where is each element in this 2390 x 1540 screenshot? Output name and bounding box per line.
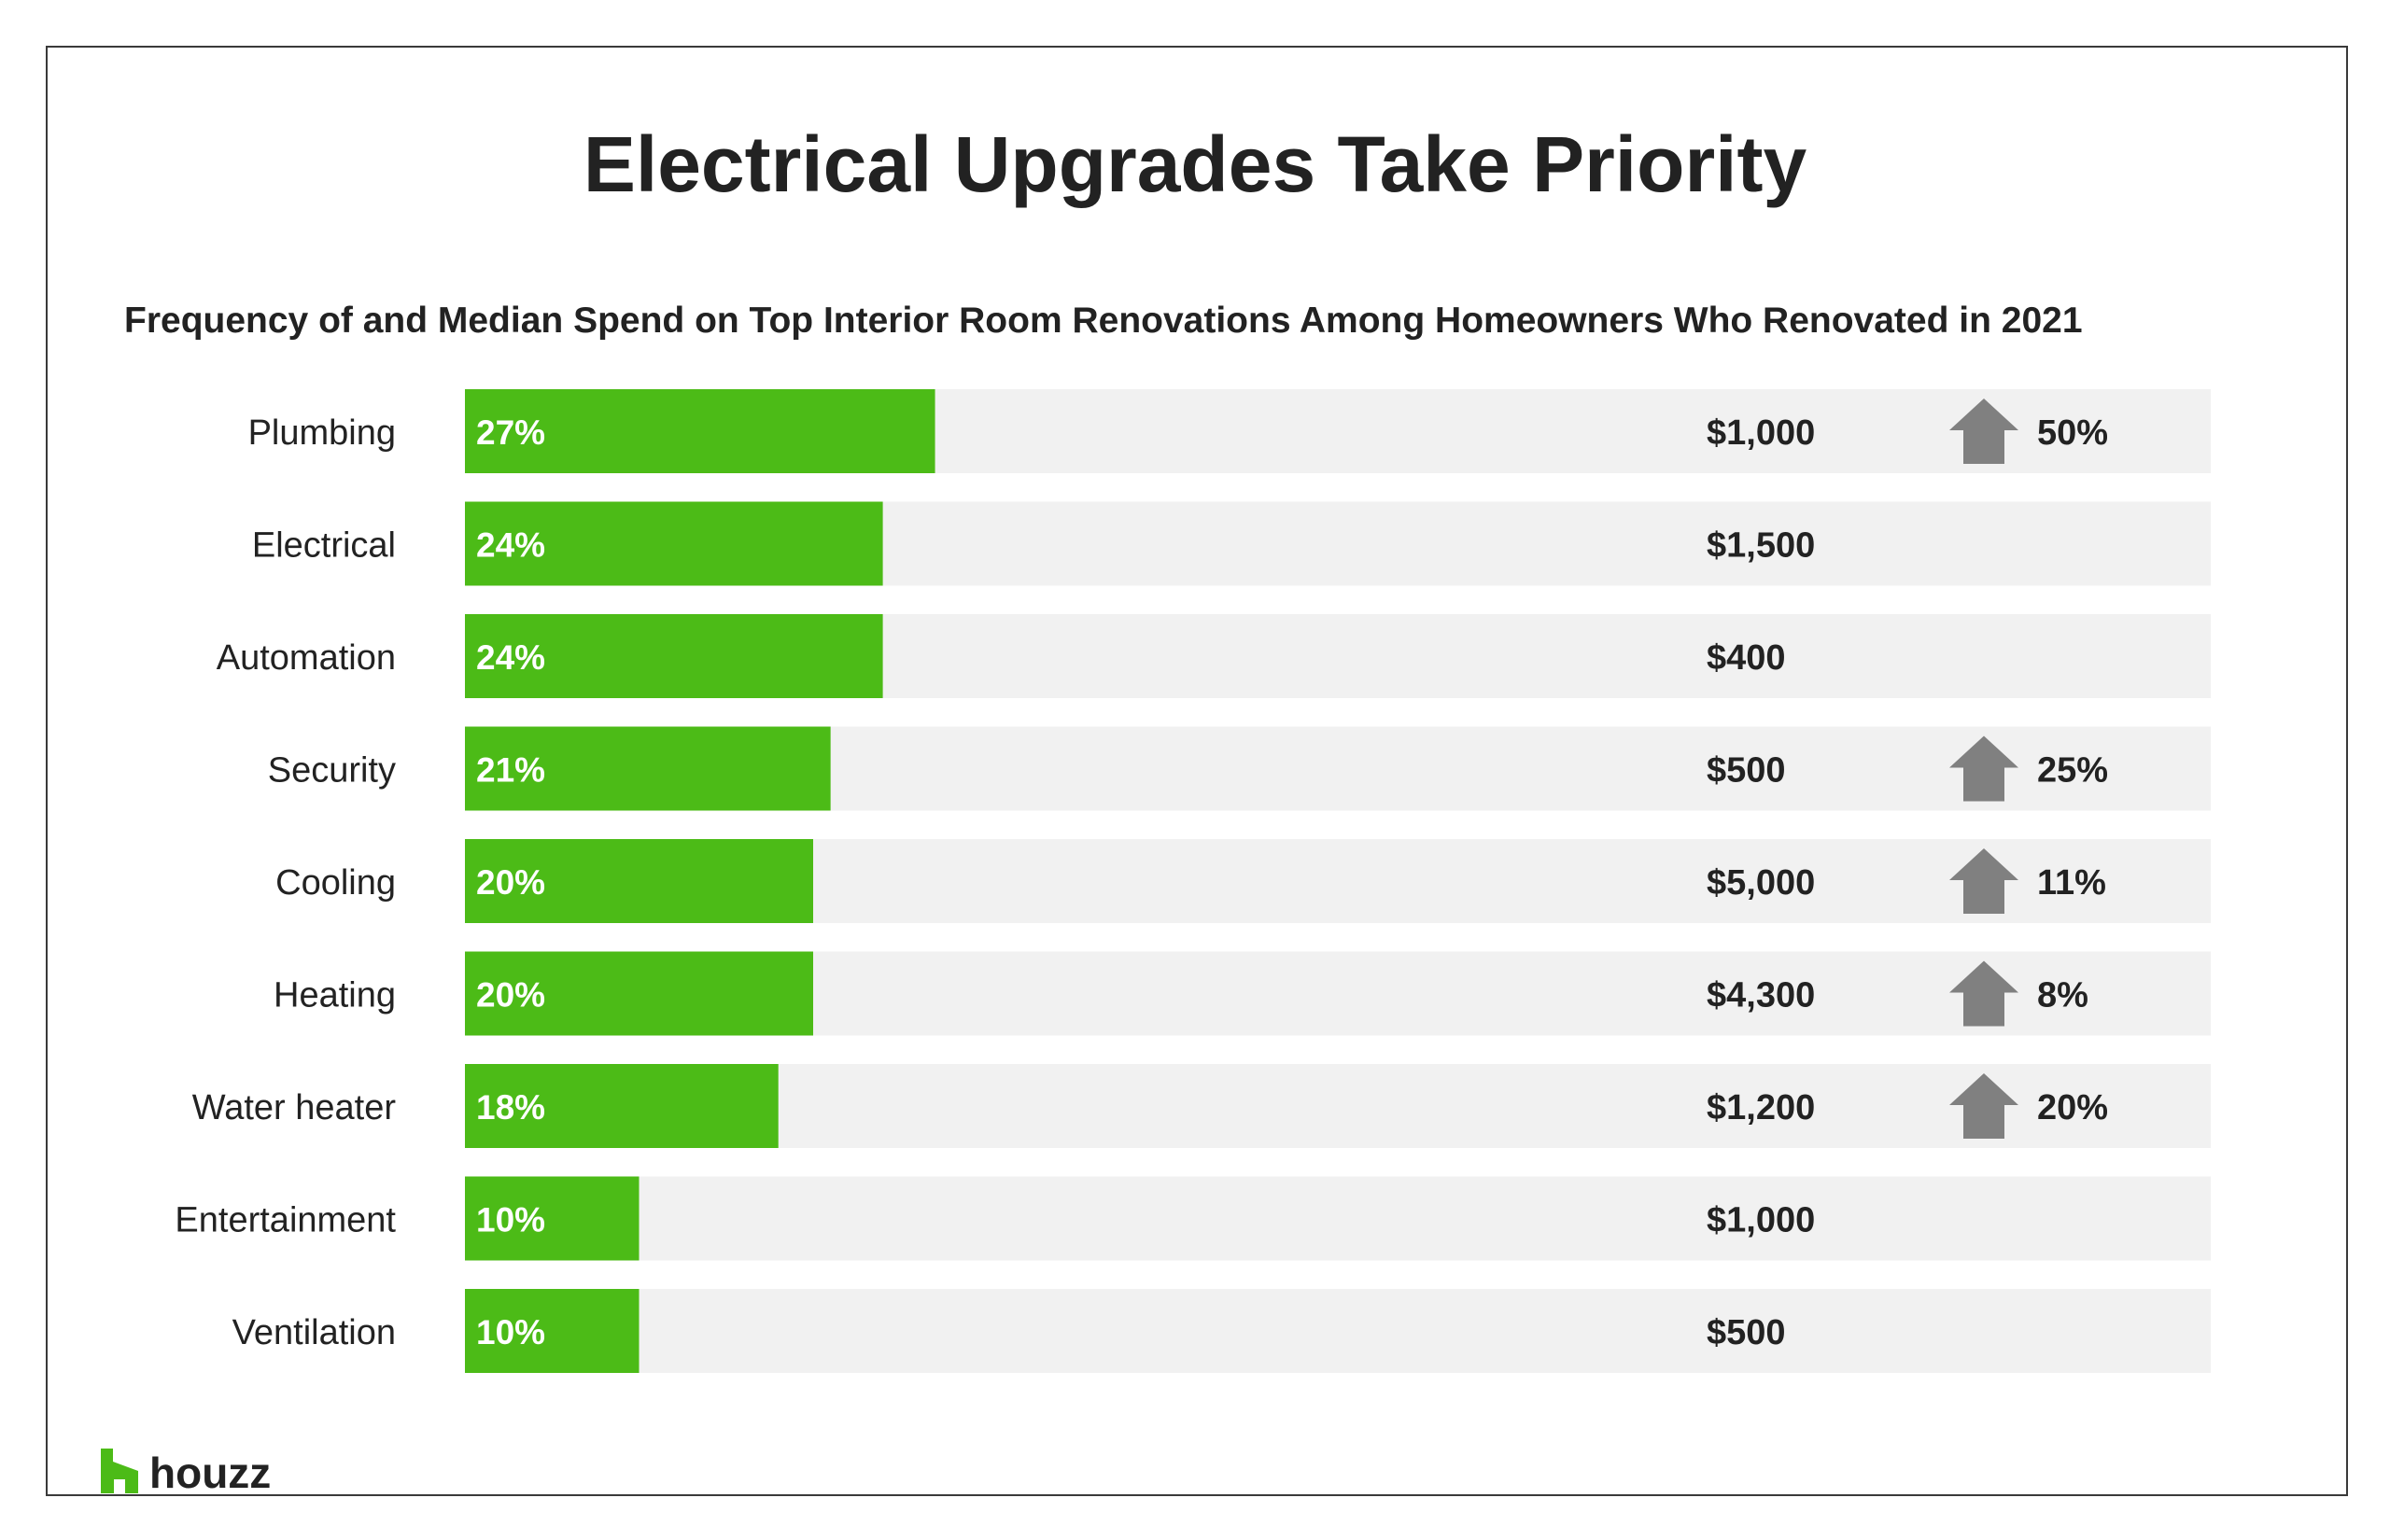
bar-value-label: 24% bbox=[476, 638, 545, 677]
category-label: Entertainment bbox=[175, 1201, 396, 1240]
bar-value-label: 27% bbox=[476, 413, 545, 452]
median-spend-label: $500 bbox=[1707, 751, 1786, 791]
bar bbox=[465, 839, 813, 923]
bar bbox=[465, 1289, 640, 1373]
spend-change-label: 11% bbox=[2037, 863, 2106, 903]
category-label: Security bbox=[268, 751, 396, 791]
bar-value-label: 21% bbox=[476, 751, 545, 790]
category-label: Automation bbox=[217, 638, 396, 678]
median-spend-label: $1,500 bbox=[1707, 526, 1815, 566]
bar-value-label: 10% bbox=[476, 1201, 545, 1239]
houzz-logo-icon bbox=[101, 1449, 138, 1493]
bar-value-label: 18% bbox=[476, 1088, 545, 1127]
bar-value-label: 20% bbox=[476, 863, 545, 902]
category-label: Cooling bbox=[275, 863, 396, 903]
median-spend-label: $500 bbox=[1707, 1313, 1786, 1352]
bar bbox=[465, 726, 831, 811]
category-label: Water heater bbox=[192, 1088, 397, 1127]
spend-change-label: 20% bbox=[2037, 1088, 2108, 1127]
bar bbox=[465, 389, 935, 473]
median-spend-label: $4,300 bbox=[1707, 976, 1815, 1015]
category-label: Ventilation bbox=[232, 1313, 396, 1352]
chart-title: Electrical Upgrades Take Priority bbox=[583, 120, 1807, 208]
up-arrow-icon bbox=[1949, 848, 2018, 914]
median-spend-label: $1,000 bbox=[1707, 1201, 1815, 1240]
category-label: Plumbing bbox=[248, 413, 396, 453]
median-spend-label: $1,000 bbox=[1707, 413, 1815, 453]
spend-change-label: 8% bbox=[2037, 976, 2088, 1015]
chart-subtitle: Frequency of and Median Spend on Top Int… bbox=[124, 301, 2083, 341]
bar bbox=[465, 614, 883, 698]
up-arrow-icon bbox=[1949, 960, 2018, 1027]
spend-change-label: 50% bbox=[2037, 413, 2108, 453]
up-arrow-icon bbox=[1949, 735, 2018, 802]
median-spend-label: $5,000 bbox=[1707, 863, 1815, 903]
median-spend-label: $1,200 bbox=[1707, 1088, 1815, 1127]
bar-track bbox=[465, 1176, 2211, 1261]
bar-value-label: 10% bbox=[476, 1313, 545, 1351]
up-arrow-icon bbox=[1949, 399, 2018, 464]
bar bbox=[465, 951, 813, 1036]
median-spend-label: $400 bbox=[1707, 638, 1786, 678]
bar-value-label: 20% bbox=[476, 976, 545, 1015]
bar bbox=[465, 501, 883, 586]
bar bbox=[465, 1064, 779, 1148]
bar-value-label: 24% bbox=[476, 526, 545, 565]
bar-track bbox=[465, 1289, 2211, 1373]
up-arrow-icon bbox=[1949, 1073, 2018, 1139]
bar bbox=[465, 1176, 640, 1261]
category-label: Electrical bbox=[252, 526, 396, 566]
spend-change-label: 25% bbox=[2037, 751, 2108, 791]
category-label: Heating bbox=[274, 976, 396, 1015]
houzz-logo-text: houzz bbox=[149, 1449, 272, 1497]
